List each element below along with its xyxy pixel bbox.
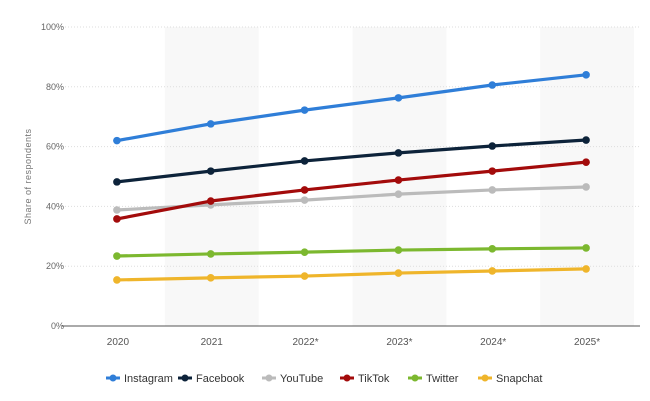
data-point-facebook	[488, 142, 497, 150]
data-point-tiktok	[394, 176, 403, 184]
legend-label: Facebook	[196, 373, 245, 385]
legend-marker	[109, 374, 117, 382]
data-point-facebook	[206, 167, 215, 175]
data-point-snapchat	[488, 267, 497, 275]
data-point-twitter	[300, 248, 309, 256]
y-axis-title: Share of respondents	[23, 128, 33, 224]
x-tick-label: 2025*	[574, 337, 600, 348]
data-point-tiktok	[582, 158, 590, 166]
data-point-facebook	[300, 157, 309, 165]
x-tick-label: 2024*	[480, 337, 506, 348]
legend-marker	[181, 374, 189, 382]
data-point-twitter	[113, 252, 121, 260]
series-line-facebook	[116, 138, 587, 184]
data-point-snapchat	[300, 272, 309, 280]
data-point-tiktok	[300, 186, 309, 194]
y-tick-label: 20%	[46, 261, 64, 271]
data-point-instagram	[113, 136, 121, 145]
data-point-snapchat	[113, 276, 121, 284]
legend-marker	[265, 374, 273, 382]
series-line-tiktok	[116, 160, 587, 221]
data-point-instagram	[300, 106, 309, 114]
series-line-twitter	[116, 246, 587, 258]
y-tick-label: 100%	[41, 22, 64, 32]
data-point-tiktok	[113, 215, 121, 223]
data-point-instagram	[206, 120, 215, 128]
legend-label: Snapchat	[496, 373, 542, 385]
legend-label: Twitter	[426, 373, 459, 385]
data-point-youtube	[488, 186, 497, 194]
data-point-twitter	[488, 245, 497, 253]
data-point-instagram	[582, 71, 590, 79]
data-point-facebook	[394, 149, 403, 157]
series-line-snapchat	[116, 267, 587, 282]
legend-marker	[481, 374, 489, 382]
legend-item-snapchat[interactable]: Snapchat	[478, 373, 542, 385]
data-point-facebook	[113, 178, 121, 186]
y-tick-label: 80%	[46, 82, 64, 92]
series-line-youtube	[116, 185, 587, 212]
legend-item-tiktok[interactable]: TikTok	[340, 373, 390, 385]
legend-item-youtube[interactable]: YouTube	[262, 373, 323, 385]
legend-item-facebook[interactable]: Facebook	[178, 373, 245, 385]
data-point-twitter	[394, 246, 403, 254]
x-tick-label: 2020	[107, 337, 130, 348]
y-tick-label: 60%	[46, 142, 64, 152]
data-point-twitter	[206, 250, 215, 258]
x-tick-label: 2021	[201, 337, 224, 348]
data-point-snapchat	[394, 269, 403, 277]
legend-label: TikTok	[358, 373, 390, 385]
data-point-instagram	[394, 94, 403, 102]
x-tick-label: 2023*	[386, 337, 412, 348]
x-tick-label: 2022*	[293, 337, 319, 348]
data-point-tiktok	[488, 167, 497, 175]
data-point-facebook	[582, 136, 590, 144]
data-point-youtube	[113, 206, 121, 214]
data-point-twitter	[582, 244, 590, 252]
data-point-snapchat	[206, 274, 215, 282]
data-point-tiktok	[206, 197, 215, 205]
data-point-instagram	[488, 81, 497, 89]
data-point-snapchat	[582, 265, 590, 273]
y-tick-label: 40%	[46, 201, 64, 211]
data-point-youtube	[582, 183, 590, 191]
y-tick-label: 0%	[51, 321, 64, 331]
data-point-youtube	[300, 196, 309, 204]
legend-item-instagram[interactable]: Instagram	[106, 373, 173, 385]
legend-item-twitter[interactable]: Twitter	[408, 373, 459, 385]
legend-label: Instagram	[124, 373, 173, 385]
legend-marker	[411, 374, 419, 382]
legend-marker	[343, 374, 351, 382]
data-point-youtube	[394, 190, 403, 198]
legend-label: YouTube	[280, 373, 323, 385]
series-line-instagram	[116, 73, 587, 143]
